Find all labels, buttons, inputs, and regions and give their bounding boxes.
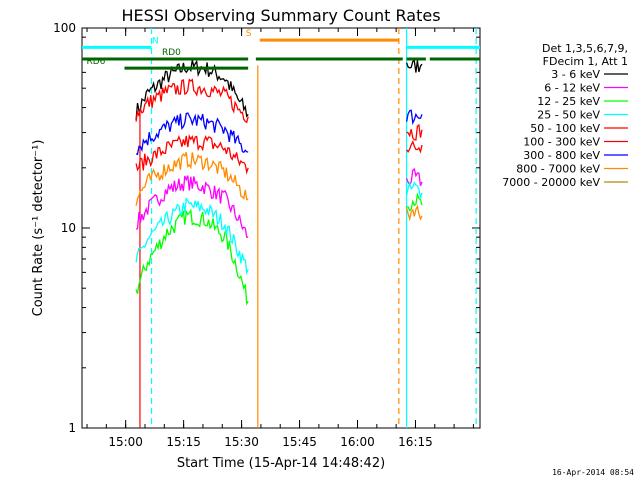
legend-entry-label: 7000 - 20000 keV bbox=[502, 176, 600, 189]
x-axis-label: Start Time (15-Apr-14 14:48:42) bbox=[177, 456, 385, 471]
series-line bbox=[135, 152, 249, 206]
series-line bbox=[135, 208, 249, 306]
legend-entry-label: 50 - 100 keV bbox=[530, 122, 600, 135]
series-line bbox=[135, 78, 249, 124]
status-bar-label: RD0 bbox=[162, 48, 181, 58]
x-tick-label: 15:45 bbox=[282, 435, 317, 449]
legend-entry-label: 300 - 800 keV bbox=[523, 149, 600, 162]
series-line bbox=[406, 192, 423, 212]
series-layer bbox=[135, 59, 423, 306]
axis-ticks bbox=[82, 28, 480, 429]
x-tick-label: 16:15 bbox=[398, 435, 433, 449]
x-tick-label: 15:15 bbox=[166, 435, 201, 449]
legend-entry-label: 800 - 7000 keV bbox=[516, 163, 600, 176]
legend-entry-label: 6 - 12 keV bbox=[544, 82, 600, 95]
vertical-markers bbox=[139, 28, 477, 428]
series-line bbox=[135, 175, 249, 238]
legend-entry-label: 3 - 6 keV bbox=[551, 68, 600, 81]
y-tick-labels: 1 10 100 bbox=[53, 21, 76, 435]
series-line bbox=[405, 204, 423, 222]
series-line bbox=[135, 134, 249, 175]
legend-entry-label: 100 - 300 keV bbox=[523, 136, 600, 149]
status-bar-label: N bbox=[152, 36, 159, 46]
legend-entry-label: 25 - 50 keV bbox=[537, 109, 600, 122]
y-tick-label: 10 bbox=[61, 221, 76, 235]
legend: Det 1,3,5,6,7,9, FDecim 1, Att 1 3 - 6 k… bbox=[502, 42, 628, 189]
y-axis-label: Count Rate (s⁻¹ detector⁻¹) bbox=[31, 140, 46, 317]
legend-entry-label: 12 - 25 keV bbox=[537, 95, 600, 108]
plot-frame bbox=[81, 27, 481, 429]
timestamp: 16-Apr-2014 08:54 bbox=[552, 468, 634, 477]
series-line bbox=[405, 59, 423, 73]
y-tick-label: 100 bbox=[53, 21, 76, 35]
x-tick-label: 15:00 bbox=[108, 435, 143, 449]
series-line bbox=[405, 181, 423, 199]
legend-header-line: Det 1,3,5,6,7,9, bbox=[542, 42, 628, 55]
x-tick-label: 16:00 bbox=[340, 435, 375, 449]
series-line bbox=[405, 109, 423, 126]
legend-header-line: FDecim 1, Att 1 bbox=[543, 55, 628, 68]
status-bar-label: S bbox=[246, 29, 252, 39]
chart-title: HESSI Observing Summary Count Rates bbox=[121, 6, 440, 25]
series-line bbox=[406, 140, 423, 154]
series-line bbox=[135, 112, 249, 156]
x-tick-labels: 15:00 15:15 15:30 15:45 16:00 16:15 bbox=[108, 435, 432, 449]
x-tick-label: 15:30 bbox=[224, 435, 259, 449]
series-line bbox=[406, 123, 423, 141]
y-tick-label: 1 bbox=[68, 421, 76, 435]
series-line bbox=[135, 196, 249, 276]
status-bar-label: RD6 bbox=[87, 57, 106, 67]
